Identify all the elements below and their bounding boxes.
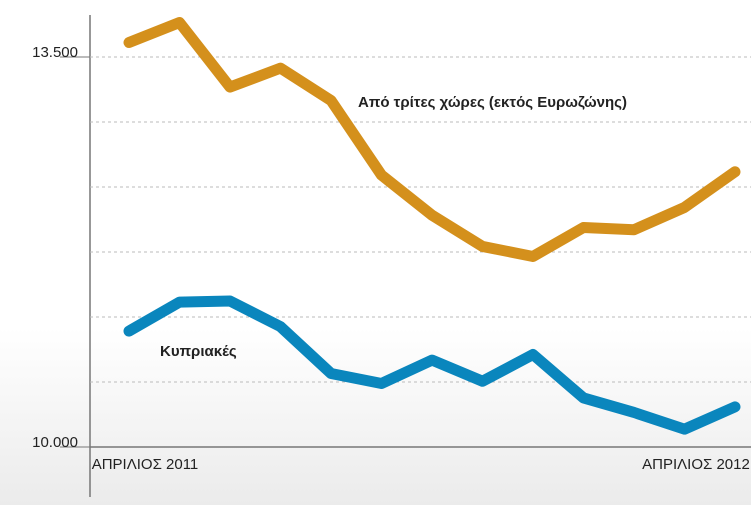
y-tick-label: 13.500 bbox=[32, 44, 78, 61]
series-label: Κυπριακές bbox=[160, 343, 237, 360]
series-label: Από τρίτες χώρες (εκτός Ευρωζώνης) bbox=[358, 94, 627, 111]
x-tick-label: ΑΠΡΙΛΙΟΣ 2012 bbox=[642, 456, 750, 473]
x-tick-label: ΑΠΡΙΛΙΟΣ 2011 bbox=[91, 456, 199, 473]
y-tick-label: 10.000 bbox=[32, 434, 78, 451]
series-line bbox=[123, 295, 741, 435]
series-line bbox=[123, 16, 741, 262]
